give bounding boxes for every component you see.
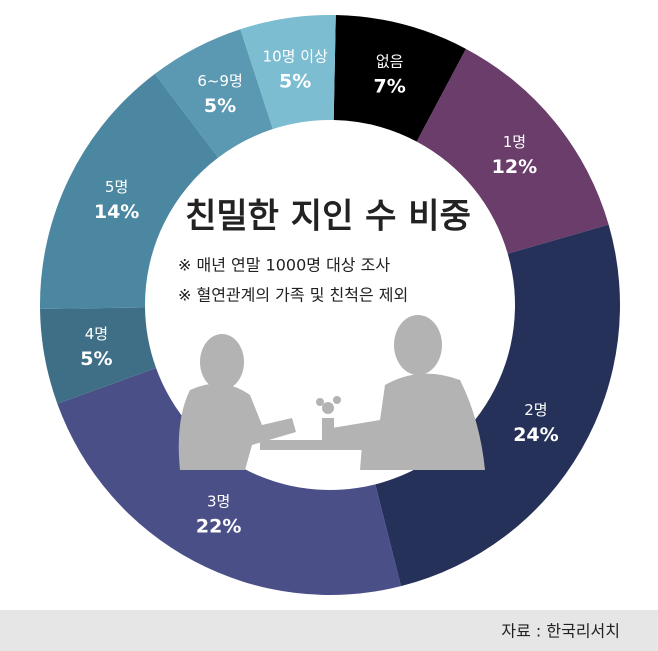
- value-label: 5%: [204, 95, 236, 117]
- silhouettes: [178, 315, 485, 470]
- donut-segment: [375, 224, 620, 587]
- note: ※ 매년 연말 1000명 대상 조사: [178, 256, 390, 275]
- category-label: 3명: [207, 492, 230, 510]
- donut-segment: [240, 14, 336, 130]
- donut-segment: [416, 48, 609, 254]
- category-label: 1명: [503, 133, 526, 151]
- donut-segment: [40, 307, 157, 404]
- category-label: 10명 이상: [263, 48, 328, 66]
- category-label: 5명: [105, 178, 128, 196]
- value-label: 14%: [94, 201, 139, 223]
- chart-title: 친밀한 지인 수 비중: [185, 197, 471, 237]
- value-label: 22%: [196, 515, 241, 537]
- value-label: 24%: [513, 424, 558, 446]
- donut-segment: [57, 368, 402, 595]
- donut-segment: [154, 29, 273, 158]
- value-label: 12%: [492, 156, 537, 178]
- donut-segment: [40, 73, 219, 309]
- footer-bar: [0, 610, 658, 651]
- note: ※ 혈연관계의 가족 및 친척은 제외: [178, 286, 408, 305]
- category-label: 2명: [524, 401, 547, 419]
- value-label: 5%: [279, 71, 311, 93]
- category-label: 없음: [376, 53, 404, 71]
- category-label: 6~9명: [197, 72, 242, 90]
- value-label: 7%: [374, 76, 406, 98]
- donut-segment: [333, 15, 466, 142]
- value-label: 5%: [80, 348, 112, 370]
- source: 자료 : 한국리서치: [501, 622, 620, 641]
- donut: [40, 14, 620, 595]
- category-label: 4명: [85, 325, 108, 343]
